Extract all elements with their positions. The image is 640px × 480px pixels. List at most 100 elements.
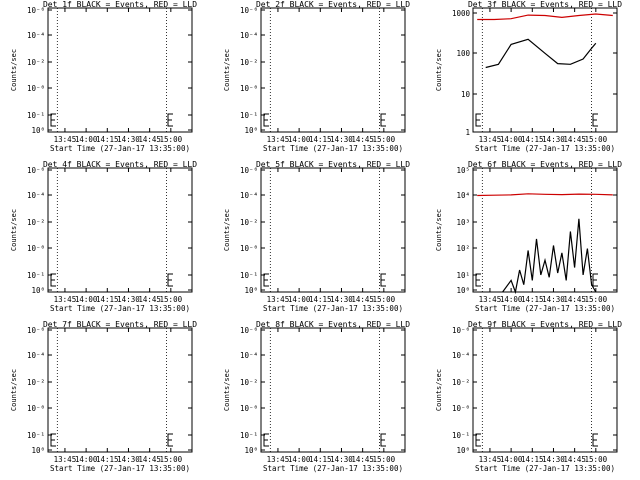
detector-panel: Det 1f BLACK = Events, RED = LLD13:4514:… xyxy=(10,0,197,153)
x-axis-label: Start Time (27-Jan-17 13:35:00) xyxy=(475,144,615,153)
y-tick-label: 10⁻⁰ xyxy=(240,244,258,253)
y-axis-label: Counts/sec xyxy=(435,369,443,411)
y-tick-label: 10⁰ xyxy=(244,286,258,295)
y-tick-label: 10⁴ xyxy=(456,191,470,200)
y-tick-label: 10⁻⁴ xyxy=(240,351,258,360)
y-tick-label: 10⁻¹ xyxy=(27,271,45,280)
y-tick-label: 10¹ xyxy=(456,271,470,280)
y-tick-label: 10⁰ xyxy=(31,126,45,135)
panel-title: Det 1f BLACK = Events, RED = LLD xyxy=(43,0,197,9)
y-tick-label: 10⁻⁰ xyxy=(240,404,258,413)
y-tick-label: 10⁻² xyxy=(452,378,470,387)
range-marker xyxy=(50,433,56,447)
x-tick-label: 14:45 xyxy=(138,135,161,144)
y-tick-label: 10⁰ xyxy=(456,446,470,455)
x-tick-label: 14:15 xyxy=(309,455,332,464)
y-tick-label: 10⁻⁶ xyxy=(240,166,258,175)
y-tick-label: 10² xyxy=(456,244,470,253)
y-tick-label: 100 xyxy=(456,49,470,58)
y-tick-label: 10⁻⁴ xyxy=(27,31,45,40)
x-tick-label: 14:45 xyxy=(138,295,161,304)
y-tick-label: 10⁻¹ xyxy=(452,431,470,440)
y-tick-label: 10⁻⁶ xyxy=(27,6,45,15)
y-tick-label: 10⁰ xyxy=(244,446,258,455)
y-axis-label: Counts/sec xyxy=(10,209,18,251)
x-tick-label: 14:30 xyxy=(330,455,353,464)
range-marker xyxy=(167,113,173,127)
x-tick-label: 13:45 xyxy=(479,135,502,144)
plot-frame xyxy=(260,167,406,293)
y-tick-label: 1 xyxy=(465,128,470,137)
y-tick-label: 10⁻² xyxy=(240,58,258,67)
y-tick-label: 10⁻² xyxy=(240,378,258,387)
y-tick-label: 10⁻¹ xyxy=(240,271,258,280)
y-tick-label: 10⁻¹ xyxy=(240,431,258,440)
x-tick-label: 14:00 xyxy=(75,295,98,304)
y-tick-label: 10⁰ xyxy=(31,446,45,455)
range-marker xyxy=(380,433,386,447)
x-tick-label: 15:00 xyxy=(585,455,608,464)
range-marker xyxy=(592,433,598,447)
y-tick-label: 10⁻⁶ xyxy=(27,166,45,175)
y-tick-label: 10⁻⁶ xyxy=(452,326,470,335)
y-tick-label: 10⁻⁰ xyxy=(452,404,470,413)
x-tick-label: 15:00 xyxy=(373,295,396,304)
range-marker xyxy=(167,433,173,447)
x-tick-label: 14:30 xyxy=(117,455,140,464)
x-tick-label: 13:45 xyxy=(267,135,290,144)
panel-title: Det 6f BLACK = Events, RED = LLD xyxy=(468,160,622,169)
range-marker xyxy=(263,433,269,447)
y-axis-label: Counts/sec xyxy=(10,369,18,411)
y-axis-label: Counts/sec xyxy=(223,369,231,411)
x-tick-label: 14:15 xyxy=(309,135,332,144)
y-tick-label: 10⁻¹ xyxy=(240,111,258,120)
y-tick-label: 10⁻⁴ xyxy=(27,191,45,200)
x-tick-label: 13:45 xyxy=(267,295,290,304)
y-tick-label: 10⁻⁶ xyxy=(240,6,258,15)
x-tick-label: 14:00 xyxy=(288,135,311,144)
x-tick-label: 15:00 xyxy=(160,295,183,304)
y-tick-label: 10⁻² xyxy=(27,218,45,227)
detector-panel: Det 8f BLACK = Events, RED = LLD13:4514:… xyxy=(223,320,410,473)
y-tick-label: 10³ xyxy=(456,218,470,227)
y-tick-label: 10⁰ xyxy=(456,286,470,295)
y-axis-label: Counts/sec xyxy=(223,49,231,91)
y-tick-label: 10⁻¹ xyxy=(27,431,45,440)
range-marker xyxy=(50,273,56,287)
y-tick-label: 10⁻⁰ xyxy=(240,84,258,93)
range-marker xyxy=(263,273,269,287)
x-axis-label: Start Time (27-Jan-17 13:35:00) xyxy=(50,304,190,313)
range-marker xyxy=(475,433,481,447)
panel-title: Det 7f BLACK = Events, RED = LLD xyxy=(43,320,197,329)
x-tick-label: 13:45 xyxy=(54,295,77,304)
series-line xyxy=(477,193,613,197)
x-tick-label: 15:00 xyxy=(585,135,608,144)
range-marker xyxy=(50,113,56,127)
plot-frame xyxy=(260,327,406,453)
series-line xyxy=(477,13,613,21)
x-tick-label: 14:15 xyxy=(96,135,119,144)
panel-title: Det 5f BLACK = Events, RED = LLD xyxy=(256,160,410,169)
panel-title: Det 3f BLACK = Events, RED = LLD xyxy=(468,0,622,9)
y-tick-label: 10 xyxy=(461,90,471,99)
x-axis-label: Start Time (27-Jan-17 13:35:00) xyxy=(50,464,190,473)
x-axis-label: Start Time (27-Jan-17 13:35:00) xyxy=(475,304,615,313)
y-tick-label: 10⁰ xyxy=(244,126,258,135)
x-tick-label: 14:45 xyxy=(138,455,161,464)
x-tick-label: 14:30 xyxy=(117,135,140,144)
x-tick-label: 15:00 xyxy=(160,135,183,144)
x-axis-label: Start Time (27-Jan-17 13:35:00) xyxy=(263,464,403,473)
range-marker xyxy=(263,113,269,127)
range-marker xyxy=(167,273,173,287)
range-marker xyxy=(380,273,386,287)
x-tick-label: 14:00 xyxy=(75,455,98,464)
range-marker xyxy=(475,273,481,287)
detector-panel: Det 4f BLACK = Events, RED = LLD13:4514:… xyxy=(10,160,197,313)
x-tick-label: 14:15 xyxy=(96,295,119,304)
x-tick-label: 13:45 xyxy=(54,455,77,464)
x-tick-label: 14:45 xyxy=(351,455,374,464)
detector-panel: Det 5f BLACK = Events, RED = LLD13:4514:… xyxy=(223,160,410,313)
panel-title: Det 9f BLACK = Events, RED = LLD xyxy=(468,320,622,329)
panel-title: Det 4f BLACK = Events, RED = LLD xyxy=(43,160,197,169)
x-tick-label: 15:00 xyxy=(160,455,183,464)
